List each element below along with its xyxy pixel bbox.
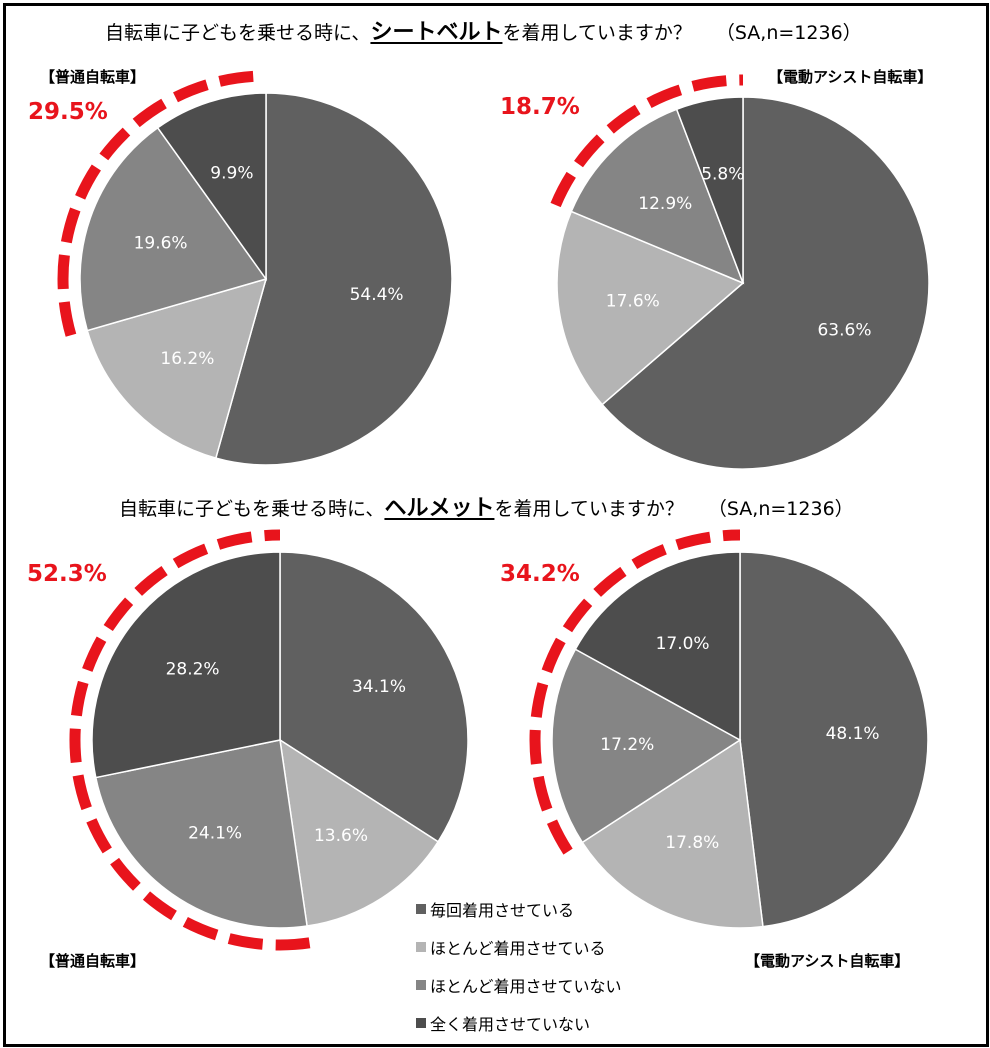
figure-frame [3,3,989,1047]
data-label: 17.0% [656,634,710,654]
legend-swatch [416,980,426,990]
pie-chart: 34.1% 13.6% 24.1% 28.2% [69,529,469,951]
pie-label-electric-bicycle: 【電動アシスト自転車】 [768,68,933,86]
highlight-arc [57,70,267,337]
title-suffix: を着用していますか？ [494,498,684,520]
slice-mostly [86,277,268,460]
data-label: 28.2% [166,660,220,680]
slice-every-time [601,96,930,470]
highlight-percent: 34.2% [500,561,580,587]
sample-size-note: （SA,n=1236） [715,22,862,44]
legend-swatch [416,942,426,952]
pie-label-regular-bicycle: 【普通自転車】 [40,952,146,970]
highlight-percent: 52.3% [27,561,107,587]
legend-label: 毎回着用させている [430,901,575,920]
highlight-percent: 18.7% [500,94,580,120]
legend-item-every-time: 毎回着用させている [416,890,622,928]
slice-never [675,96,744,284]
legend-label: ほとんど着用させていない [430,977,622,996]
slice-never [156,92,267,282]
sample-size-note: （SA,n=1236） [707,498,854,520]
title-prefix: 自転車に子どもを乗せる時に、 [105,22,371,44]
pie-chart: 48.1% 17.8% 17.2% 17.0% [529,529,929,929]
legend-item-mostly-not: ほとんど着用させていない [416,966,622,1004]
data-label: 34.1% [352,677,406,697]
data-label: 24.1% [188,823,242,843]
pie-label-regular-bicycle: 【普通自転車】 [40,68,146,86]
slice-every-time [214,92,453,466]
data-label: 12.9% [638,194,692,214]
pie-label-electric-bicycle: 【電動アシスト自転車】 [745,952,910,970]
data-label: 54.4% [350,285,404,305]
slice-mostly [279,738,440,927]
title-keyword-seatbelt: シートベルト [370,20,503,45]
slice-mostly-not [570,108,745,285]
legend: 毎回着用させている ほとんど着用させている ほとんど着用させていない 全く着用さ… [416,890,622,1042]
title-suffix: を着用していますか？ [502,22,692,44]
data-label: 48.1% [826,724,880,744]
data-label: 19.6% [134,233,188,253]
slice-never [574,551,741,742]
pie-chart: 54.4% 16.2% 19.6% 9.9% [57,70,453,466]
slice-mostly-not [94,739,308,929]
slice-mostly [556,210,745,406]
title-prefix: 自転車に子どもを乗せる時に、 [119,498,385,520]
legend-swatch [416,1018,426,1028]
data-label: 5.8% [701,164,744,184]
slice-every-time [739,551,929,928]
slice-never [91,551,281,779]
title-keyword-helmet: ヘルメット [384,496,495,521]
data-label: 17.6% [606,292,660,312]
highlight-arc [69,529,311,951]
legend-swatch [416,904,426,914]
data-label: 63.6% [817,320,871,340]
legend-label: ほとんど着用させている [430,939,606,958]
highlight-arc [550,74,744,208]
pie-chart: 63.6% 17.6% 12.9% 5.8% [550,74,930,470]
data-label: 9.9% [210,164,253,184]
slice-mostly-not [551,648,742,844]
data-label: 13.6% [314,826,368,846]
slice-mostly-not [79,126,268,332]
helmet-question-title: 自転車に子どもを乗せる時に、ヘルメットを着用していますか？ （SA,n=1236） [119,490,854,522]
highlight-percent: 29.5% [28,99,108,125]
legend-item-never: 全く着用させていない [416,1004,622,1042]
data-label: 17.2% [600,735,654,755]
legend-label: 全く着用させていない [430,1015,591,1034]
legend-item-mostly: ほとんど着用させている [416,928,622,966]
data-label: 17.8% [665,833,719,853]
seatbelt-question-title: 自転車に子どもを乗せる時に、シートベルトを着用していますか？ （SA,n=1236… [105,14,862,46]
slice-mostly [581,738,764,929]
highlight-arc [529,529,741,855]
data-label: 16.2% [160,349,214,369]
slice-every-time [279,551,469,843]
